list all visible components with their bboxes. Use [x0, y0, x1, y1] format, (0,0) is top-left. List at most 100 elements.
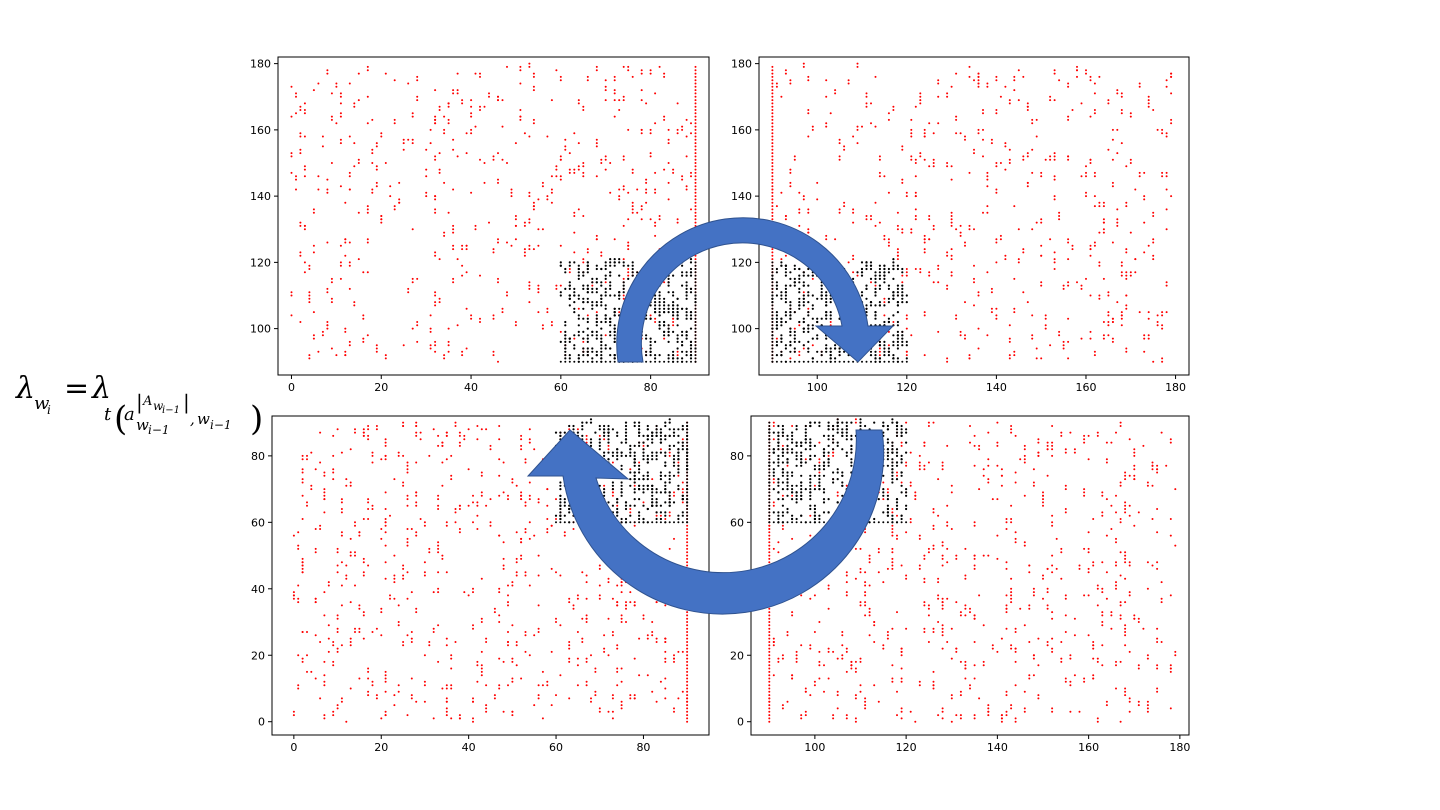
point — [335, 85, 338, 88]
point — [789, 350, 792, 353]
point — [631, 211, 634, 214]
point — [874, 304, 877, 307]
point — [689, 291, 693, 294]
point — [577, 264, 580, 267]
point — [874, 125, 877, 128]
point — [878, 304, 882, 307]
point — [1022, 155, 1025, 158]
edge-point — [905, 360, 908, 363]
point — [793, 264, 796, 267]
point — [1125, 271, 1128, 274]
point — [658, 354, 661, 357]
point — [807, 284, 810, 287]
point — [532, 75, 535, 78]
point — [559, 498, 562, 501]
point — [437, 544, 440, 547]
point — [655, 458, 658, 461]
point — [919, 271, 922, 274]
point — [829, 357, 832, 360]
point — [411, 138, 414, 141]
point — [397, 451, 400, 454]
point — [905, 327, 908, 330]
point — [874, 314, 877, 317]
point — [479, 321, 481, 323]
point — [406, 714, 409, 717]
point — [620, 454, 623, 457]
point — [1000, 637, 1003, 640]
point — [1124, 508, 1127, 510]
point — [479, 109, 481, 111]
point — [472, 717, 474, 720]
point — [303, 168, 306, 171]
point — [559, 481, 562, 484]
point — [367, 498, 370, 501]
point — [856, 125, 859, 128]
point — [290, 294, 293, 297]
point — [655, 454, 658, 457]
point — [1105, 461, 1108, 464]
point — [995, 75, 998, 78]
point — [620, 468, 623, 471]
point — [798, 320, 801, 324]
point — [896, 324, 900, 327]
point — [882, 498, 885, 501]
point — [676, 304, 679, 307]
point — [775, 85, 778, 88]
point — [450, 657, 453, 660]
point — [914, 218, 917, 221]
edge-point — [686, 518, 689, 520]
point — [870, 102, 872, 105]
point — [789, 181, 792, 184]
point — [479, 72, 481, 75]
point — [677, 471, 680, 474]
point — [685, 334, 688, 337]
point — [541, 684, 544, 687]
point — [577, 354, 580, 357]
point — [642, 504, 645, 507]
point — [348, 188, 351, 191]
point — [416, 79, 419, 82]
edge-point — [642, 521, 645, 524]
y-tick-label: 100 — [250, 323, 271, 336]
point — [625, 621, 627, 623]
edge-point — [694, 158, 697, 161]
point — [573, 334, 576, 337]
point — [344, 350, 347, 353]
point — [896, 264, 900, 267]
point — [874, 291, 877, 294]
point — [901, 228, 904, 231]
point — [573, 311, 576, 314]
point — [326, 327, 329, 330]
point — [784, 72, 787, 75]
point — [541, 670, 544, 673]
point — [585, 621, 588, 623]
point — [959, 660, 962, 663]
point — [950, 221, 953, 224]
point — [393, 79, 396, 82]
point — [428, 551, 431, 554]
point — [901, 337, 904, 340]
point — [423, 571, 426, 574]
point — [633, 484, 636, 487]
point — [523, 251, 526, 254]
point — [406, 464, 409, 467]
point — [384, 680, 387, 683]
point — [458, 717, 461, 720]
point — [642, 441, 645, 444]
point — [472, 494, 474, 497]
point — [389, 514, 391, 517]
point — [528, 301, 531, 304]
point — [946, 162, 949, 164]
point — [681, 128, 684, 131]
point — [611, 717, 614, 720]
edge-point — [667, 360, 670, 363]
point — [406, 597, 409, 600]
point — [654, 304, 657, 307]
point — [784, 301, 788, 304]
point — [667, 330, 670, 333]
point — [581, 641, 584, 643]
point — [946, 251, 949, 254]
point — [995, 112, 998, 115]
point — [502, 660, 505, 663]
point — [868, 554, 871, 557]
